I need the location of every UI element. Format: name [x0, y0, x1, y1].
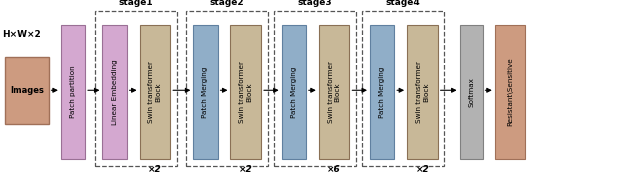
Text: ×2: ×2	[239, 165, 253, 174]
Text: Swin transformer
Block: Swin transformer Block	[148, 61, 161, 123]
Bar	[282, 25, 306, 159]
Text: stage2: stage2	[209, 0, 244, 7]
Bar	[274, 11, 356, 166]
Text: Swin transformer
Block: Swin transformer Block	[416, 61, 429, 123]
Bar	[362, 11, 444, 166]
Bar	[230, 25, 261, 159]
Text: stage3: stage3	[298, 0, 332, 7]
Bar	[460, 25, 483, 159]
Text: Patch partition: Patch partition	[70, 66, 76, 118]
Text: ×2: ×2	[148, 165, 162, 174]
Text: Swin transformer
Block: Swin transformer Block	[239, 61, 252, 123]
Text: stage1: stage1	[118, 0, 153, 7]
Bar	[495, 25, 525, 159]
Text: Images: Images	[10, 86, 44, 95]
Bar	[102, 25, 127, 159]
Text: Patch Merging: Patch Merging	[202, 66, 209, 118]
Bar	[319, 25, 349, 159]
Bar	[193, 25, 218, 159]
Text: Patch Merging: Patch Merging	[379, 66, 385, 118]
Text: H×W×2: H×W×2	[2, 30, 41, 39]
Bar	[140, 25, 170, 159]
Text: stage4: stage4	[386, 0, 420, 7]
Bar	[61, 25, 85, 159]
Text: Resistant\Sensitive: Resistant\Sensitive	[507, 58, 513, 126]
Bar	[370, 25, 394, 159]
Text: ×6: ×6	[327, 165, 341, 174]
Text: Patch Merging: Patch Merging	[291, 66, 297, 118]
Text: Softmax: Softmax	[468, 77, 474, 107]
Text: Linear Embedding: Linear Embedding	[111, 59, 118, 125]
Bar	[95, 11, 177, 166]
Text: Swin transformer
Block: Swin transformer Block	[328, 61, 340, 123]
Bar	[5, 57, 49, 124]
Text: ×2: ×2	[415, 165, 429, 174]
Bar	[186, 11, 268, 166]
Bar	[407, 25, 438, 159]
